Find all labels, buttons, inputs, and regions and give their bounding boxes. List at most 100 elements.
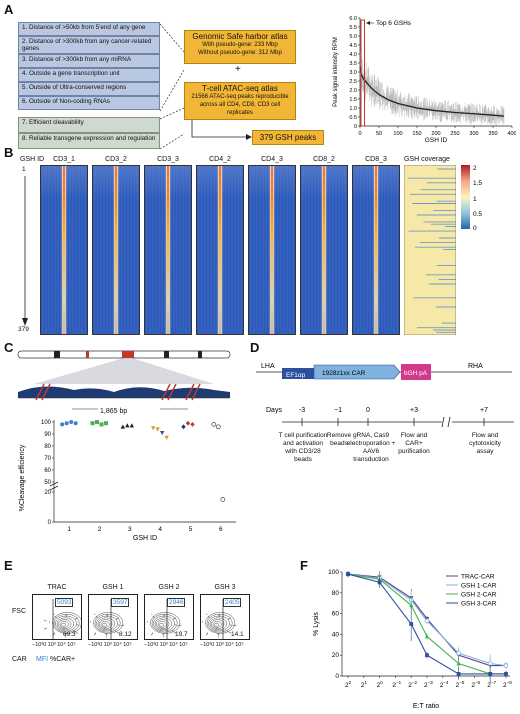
cleavage-point: [150, 426, 156, 431]
y-tick-label: 90: [44, 432, 51, 438]
y-tick-label: 4.0: [349, 52, 357, 58]
event-dot: [74, 630, 76, 632]
gsh-atlas-line2: Without pseudo-gene: 312 Mbp: [198, 50, 282, 56]
cleavage-point: [120, 424, 126, 429]
event-dot: [116, 618, 118, 620]
lysis-point: [424, 618, 430, 624]
event-dot: [180, 624, 182, 626]
cleavage-point: [220, 497, 226, 502]
annotation-arrowhead: [366, 21, 370, 25]
pct-gsh2: 19.7: [175, 631, 188, 638]
y-ticks: 100 90 80 70 60 50 20 0: [41, 420, 54, 526]
event-dot: [44, 620, 46, 622]
event-dot: [217, 633, 219, 635]
density-contour: [154, 617, 173, 631]
event-dot: [206, 634, 208, 636]
density-contour: [59, 621, 69, 628]
cleavage-point: [181, 424, 186, 430]
event-dot: [94, 633, 96, 635]
y-tick-label: 2.0: [349, 88, 357, 94]
event-dot: [228, 618, 230, 620]
lysis-point: [456, 661, 461, 666]
event-dot: [90, 621, 92, 623]
x-tick-label: 2−6: [471, 680, 480, 689]
lysis-point: [504, 672, 508, 676]
event-dot: [227, 630, 229, 632]
panel-e-letter: E: [4, 558, 13, 573]
panel-f-letter: F: [300, 558, 308, 573]
y-tick-label: 0.5: [349, 115, 357, 121]
y-tick-label: 80: [332, 590, 340, 597]
event-dot: [162, 634, 164, 636]
flow-label-gsh2: GSH 2: [158, 584, 180, 591]
y-tick-label: 0: [48, 520, 52, 526]
density-contour: [214, 622, 219, 627]
x-tick-label: 3: [128, 526, 132, 533]
event-dot: [94, 634, 96, 636]
event-dot: [153, 616, 155, 618]
step-electroporation: gRNA, Cas9 electroporation + AAV6 transd…: [346, 432, 396, 463]
atac-atlas-title: T-cell ATAC-seq atlas: [202, 84, 278, 93]
event-dot: [121, 624, 123, 626]
event-dot: [207, 632, 209, 634]
y-ticks: 0 20 40 60 80 100: [328, 569, 342, 680]
day-plus3: +3: [410, 407, 418, 414]
event-dot: [106, 634, 108, 636]
lysis-point: [425, 653, 429, 658]
density-contour: [102, 622, 107, 627]
event-dot: [116, 618, 118, 620]
event-dot: [45, 628, 47, 630]
event-dot: [218, 614, 220, 616]
density-contour: [99, 619, 113, 629]
event-dot: [54, 616, 56, 618]
fsc-axis-label: FSC: [12, 608, 26, 615]
event-dot: [228, 632, 230, 634]
x-axis-label: GSH ID: [425, 137, 448, 144]
panel-b-letter: B: [4, 145, 14, 160]
cleavage-point: [60, 422, 65, 427]
event-dot: [152, 632, 154, 634]
density-contour: [97, 617, 116, 631]
plus-sign: +: [235, 64, 241, 75]
density-contour: [151, 613, 178, 633]
event-dot: [75, 632, 77, 634]
mfi-trac: 5093: [55, 598, 74, 607]
x-ticks: 1 2 3 4 5 6: [67, 526, 223, 533]
lysis-point: [488, 672, 493, 676]
bottom-gsh-id: 379: [18, 326, 29, 333]
event-dot: [233, 624, 235, 626]
colorbar-tick-1: 1: [473, 196, 477, 203]
lysis-chart: 0 20 40 60 80 100 22 21 20 2−1 2−2 2−3 2−4 2−5 2−6 2−7…: [313, 569, 512, 710]
event-dot: [173, 632, 175, 634]
flow-plot-gsh1: 3597 8.12: [88, 594, 138, 640]
step-cytotoxicity: Flow and cytotoxicity assay: [469, 432, 501, 455]
event-dot: [218, 615, 220, 617]
density-contour: [94, 613, 121, 633]
y-tick-label: 2.5: [349, 79, 357, 85]
event-dot: [147, 621, 149, 623]
event-dot: [64, 633, 66, 635]
criterion-4: 4. Outside a gene transcription unit: [18, 68, 160, 82]
density-contour: [61, 622, 66, 627]
criterion-8: 8. Reliable transgene expression and reg…: [18, 133, 160, 149]
flow-legend: MFI %CAR+: [36, 656, 75, 663]
density-contour: [150, 612, 181, 634]
panel-c-letter: C: [4, 340, 14, 355]
event-dot: [123, 624, 125, 626]
event-dot: [173, 618, 175, 620]
event-dot: [217, 636, 219, 638]
event-dot: [115, 630, 117, 632]
event-dot: [228, 618, 230, 620]
event-dot: [151, 613, 153, 615]
y-tick-label: 3.0: [349, 70, 357, 76]
mfi-gsh3: 2405: [223, 598, 242, 607]
event-dot: [206, 633, 208, 635]
cleavage-efficiency-chart: 100 90 80 70 60 50 20 0 1 2 3 4 5 6 GSH ID %Cleavage…: [19, 420, 236, 542]
zoom-region: [34, 358, 214, 384]
heatmap-colorbar: 2 1.5 1 0.5 0: [461, 165, 482, 232]
y-tick-label: 100: [41, 420, 52, 426]
lysis-point: [377, 580, 382, 585]
density-contour: [205, 612, 236, 634]
x-tick-label: 2−3: [424, 680, 433, 689]
event-dot: [76, 624, 78, 626]
